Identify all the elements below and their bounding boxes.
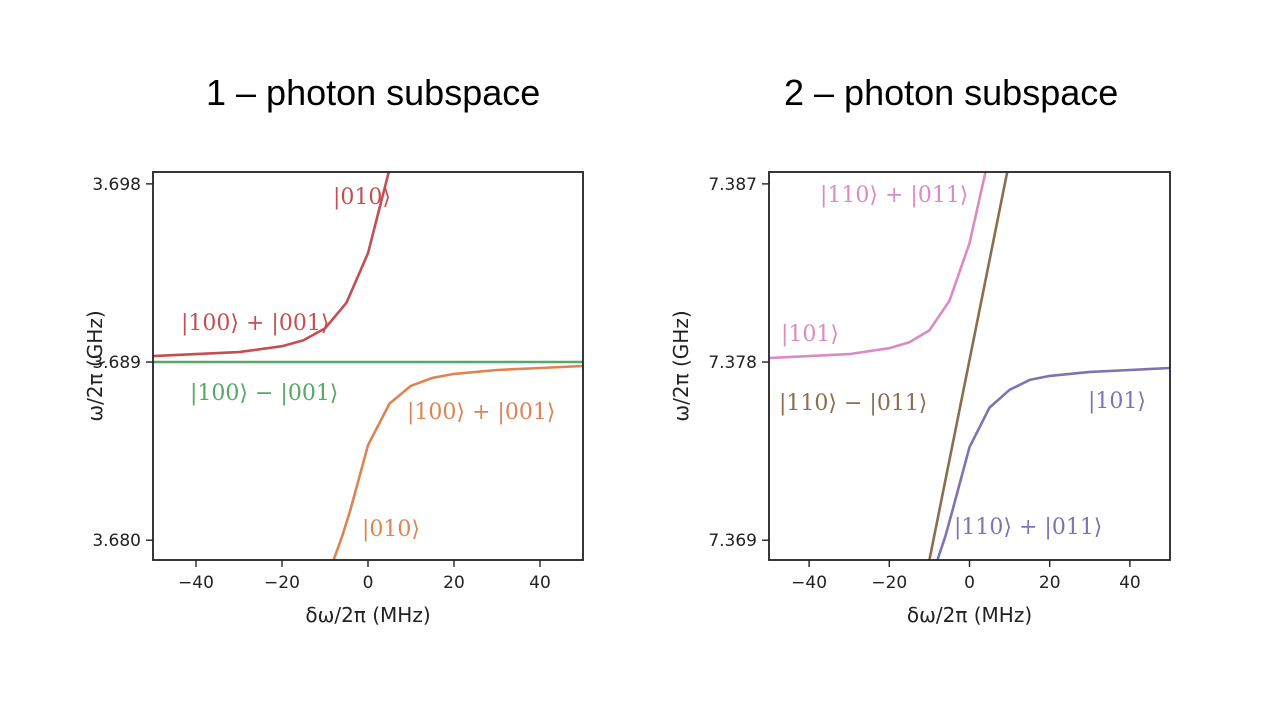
series-line-1 [769,172,987,360]
x-tick-label: −20 [264,573,300,593]
x-tick-label: −40 [178,573,214,593]
y-tick-label: 7.369 [708,531,757,551]
chart-panel-1: −40 −20 0 20 40 3.680 3.689 3.698 δω/2π (MHz) ω/2… [83,171,584,627]
x-tick-label: 0 [363,573,374,593]
series-line-2 [928,172,1009,560]
left-panel-title: 1 – photon subspace [206,72,541,113]
series-line-3 [936,366,1170,560]
right-panel-title: 2 – photon subspace [784,72,1119,113]
y-axis-label: ω/2π (GHz) [83,310,107,421]
y-tick-label: 7.387 [708,175,757,195]
x-tick-label: −40 [791,573,827,593]
y-tick-label: 3.689 [92,353,141,373]
y-axis-label: ω/2π (GHz) [669,310,693,421]
x-tick-label: 0 [964,573,975,593]
series-line-3 [332,364,583,560]
y-tick-label: 7.378 [708,353,757,373]
x-axis-label: δω/2π (MHz) [305,603,430,627]
x-tick-label: 20 [1039,573,1061,593]
x-axis-label: δω/2π (MHz) [907,603,1032,627]
x-tick-label: 40 [1119,573,1141,593]
y-tick-label: 3.698 [92,175,141,195]
state-annotation: |010⟩ [333,185,391,210]
state-annotation: |100⟩ + |001⟩ [181,311,329,336]
y-tick-label: 3.680 [92,531,141,551]
state-annotation: |110⟩ + |011⟩ [820,183,968,208]
state-annotation: |100⟩ − |001⟩ [190,381,338,406]
series-line-1 [153,172,391,358]
state-annotation: |010⟩ [362,517,420,542]
x-tick-label: 20 [443,573,465,593]
x-tick-label: −20 [871,573,907,593]
chart-panel-2: −40 −20 0 20 40 7.369 7.378 7.387 δω/2π (MHz) ω/2… [669,171,1171,627]
state-annotation: |101⟩ [781,322,839,347]
x-tick-label: 40 [529,573,551,593]
plot-frame [152,171,584,561]
state-annotation: |100⟩ + |001⟩ [407,400,555,425]
state-annotation: |110⟩ + |011⟩ [954,515,1102,540]
state-annotation: |101⟩ [1088,389,1146,414]
state-annotation: |110⟩ − |011⟩ [779,391,927,416]
